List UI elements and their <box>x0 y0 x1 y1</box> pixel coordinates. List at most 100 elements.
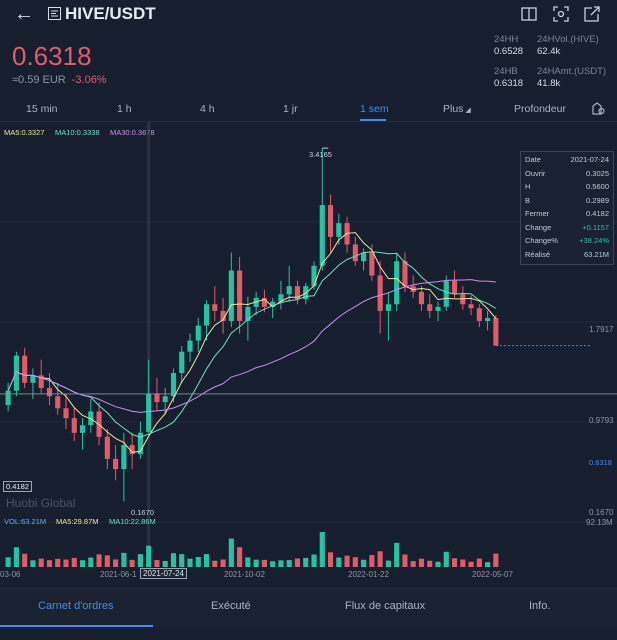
date-label: 03-06 <box>0 570 21 579</box>
info-value: +0.1157 <box>582 222 609 232</box>
volume-bar <box>146 545 152 567</box>
ma30-legend: MA30:0.3678 <box>110 128 155 137</box>
share-icon[interactable] <box>583 5 601 23</box>
split-view-icon[interactable] <box>520 5 538 23</box>
volume-bar <box>96 554 102 567</box>
axis-label-1: 1.7917 <box>589 325 614 334</box>
candle-body <box>394 261 400 305</box>
fiat-price-row: ≈0.59 EUR -3.06% <box>12 74 107 86</box>
info-key: H <box>525 182 531 191</box>
high-annotation: 3.4165 <box>309 150 332 159</box>
volume-bar <box>137 554 143 567</box>
tab-1week[interactable]: 1 sem <box>360 103 389 115</box>
date-cursor-label: 2021-07-24 <box>140 568 187 579</box>
volume-bar <box>187 558 193 567</box>
tab-4h[interactable]: 4 h <box>200 103 215 115</box>
info-row: Date 2021-07-24 <box>525 155 609 167</box>
volume-bar <box>88 557 94 567</box>
volume-bar <box>113 559 119 567</box>
pair-switch-icon[interactable] <box>48 7 61 20</box>
candle-body <box>361 252 367 262</box>
candlestick-chart[interactable] <box>0 122 617 567</box>
pair-title[interactable]: HIVE/USDT <box>65 4 156 23</box>
candle-body <box>451 280 458 295</box>
volume-bar <box>63 559 69 567</box>
info-value: 0.4182 <box>586 209 609 218</box>
tab-depth[interactable]: Profondeur <box>514 103 566 115</box>
candle-body <box>220 310 226 321</box>
candle-body <box>468 304 474 309</box>
tab-order-book[interactable]: Carnet d'ordres <box>38 600 114 612</box>
candle-body <box>385 304 391 311</box>
candle-body <box>369 252 375 276</box>
info-value: 0.2989 <box>586 195 609 205</box>
volume-bar <box>5 557 11 567</box>
tab-info[interactable]: Info. <box>529 600 551 612</box>
candle-body <box>427 304 433 311</box>
moving-average-line <box>7 232 497 453</box>
tab-15min[interactable]: 15 min <box>26 103 58 115</box>
tab-1day[interactable]: 1 jr <box>283 103 298 115</box>
info-row: Ouvrir 0.3025 <box>525 169 609 181</box>
volume-bar <box>13 547 19 567</box>
info-row: Réalisé 63.21M <box>525 250 609 262</box>
info-value: +38.24% <box>579 236 609 245</box>
volume-bar <box>385 560 391 567</box>
candle-body <box>79 425 86 433</box>
volume-bar <box>427 560 433 567</box>
back-arrow-icon[interactable]: ← <box>14 3 34 25</box>
chart-settings-icon[interactable] <box>591 101 606 116</box>
volume-bar <box>228 538 234 567</box>
candle-body <box>113 458 119 470</box>
volume-bar <box>270 561 276 567</box>
candle-body <box>278 294 284 302</box>
volume-bar <box>237 547 243 567</box>
info-key: Change% <box>525 236 558 245</box>
candle-body <box>319 205 325 266</box>
info-row: Change% +38.24% <box>525 236 609 248</box>
divider <box>0 121 617 122</box>
volume-bar <box>369 555 375 567</box>
date-label: 2022-01-22 <box>348 570 389 579</box>
volume-bar <box>493 553 499 567</box>
volume-bar <box>443 551 449 567</box>
tab-more-label: Plus <box>443 103 464 115</box>
volume-bar <box>327 552 334 567</box>
candle-body <box>327 205 334 237</box>
axis-label-3: 0.1670 <box>589 508 614 517</box>
volume-bar <box>170 553 177 567</box>
volume-bar <box>344 555 350 567</box>
candle-body <box>22 355 28 383</box>
candle-body <box>203 304 210 326</box>
tab-executed[interactable]: Exécuté <box>211 600 251 612</box>
volume-max-label: 92.13M <box>586 518 613 527</box>
volume-bar <box>79 560 86 567</box>
screenshot-icon[interactable] <box>552 5 570 23</box>
vol-ma10-legend: MA10:22.86M <box>109 517 156 526</box>
tab-more[interactable]: Plus ◢ <box>443 103 471 115</box>
volume-bar <box>311 554 317 567</box>
candle-body <box>129 445 135 455</box>
date-label: 2022-05-07 <box>472 570 513 579</box>
volume-bar <box>286 560 292 567</box>
volume-bar <box>468 561 474 567</box>
info-value: 0.3025 <box>586 168 609 178</box>
moving-average-line <box>7 279 496 413</box>
tab-1h[interactable]: 1 h <box>117 103 132 115</box>
top-bar: ← HIVE/USDT <box>0 0 617 30</box>
interval-tabs: 15 min 1 h 4 h 1 jr 1 sem Plus ◢ Profond… <box>0 100 617 122</box>
candle-body <box>261 297 267 307</box>
info-key: Réalisé <box>525 249 551 259</box>
info-value: 2021-07-24 <box>570 155 609 164</box>
volume-bar <box>195 557 201 567</box>
watermark: Huobi Global <box>6 496 76 510</box>
candle-body <box>352 244 358 262</box>
candle-body <box>71 418 77 433</box>
candle-body <box>38 375 44 388</box>
candle-body <box>212 304 218 311</box>
candle-body <box>476 308 482 321</box>
info-key: B <box>525 195 531 205</box>
tab-capital-flow[interactable]: Flux de capitaux <box>345 600 426 612</box>
candle-body <box>13 355 19 391</box>
candle-body <box>402 261 408 287</box>
